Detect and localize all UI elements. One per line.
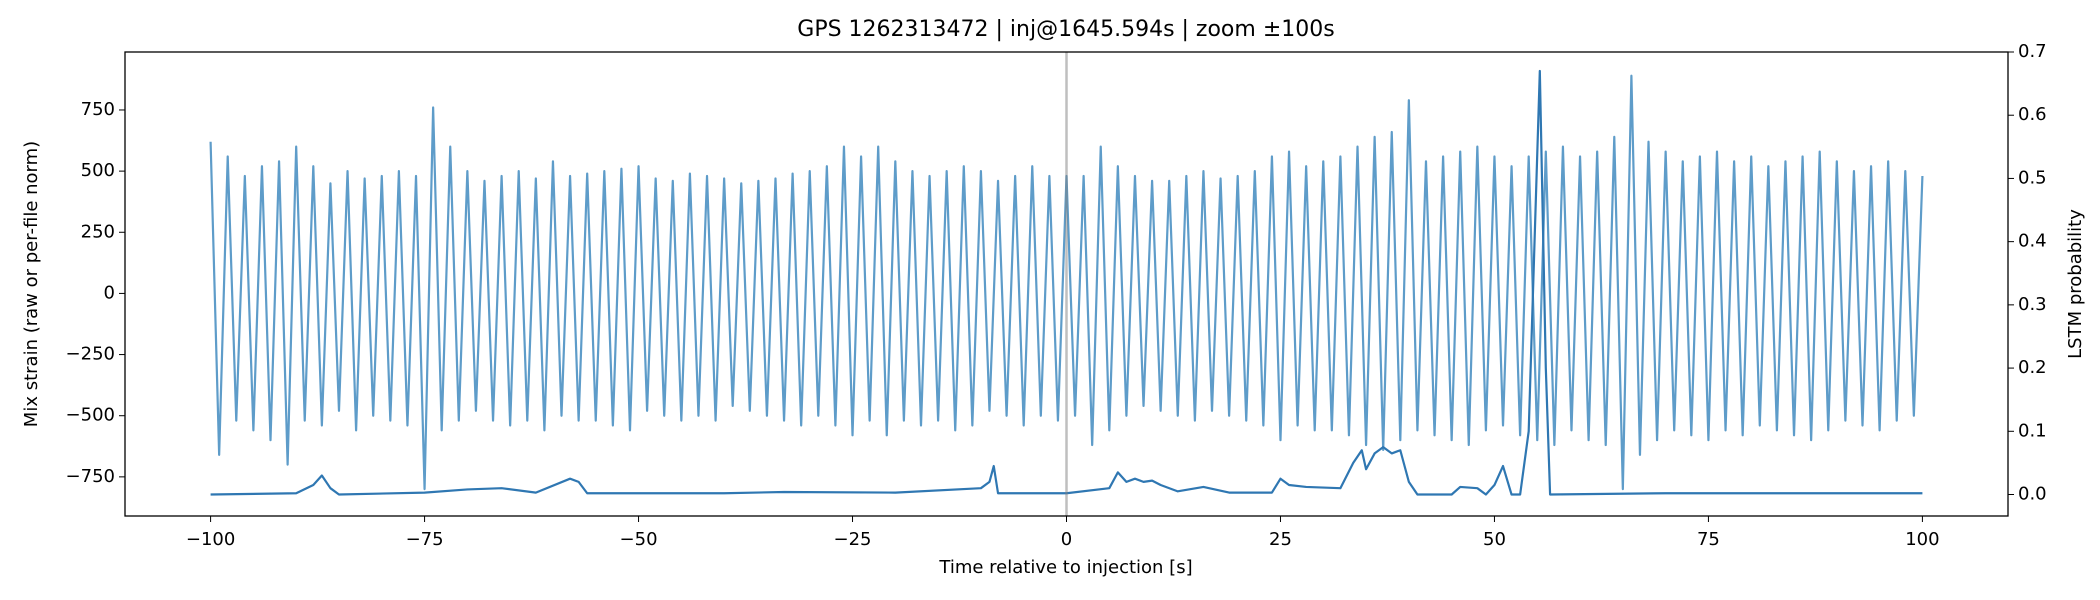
x-tick-label: −100 [186, 529, 235, 550]
x-tick-label: 75 [1697, 529, 1720, 550]
y2-tick-label: 0.4 [2018, 231, 2047, 252]
x-tick-label: −50 [620, 529, 658, 550]
y2-tick-label: 0.6 [2018, 104, 2047, 125]
y-tick-label: 750 [81, 99, 115, 120]
y2-tick-label: 0.5 [2018, 167, 2047, 188]
x-tick-label: 100 [1905, 529, 1939, 550]
y2-tick-label: 0.3 [2018, 294, 2047, 315]
y2-tick-label: 0.1 [2018, 420, 2047, 441]
x-axis-label: Time relative to injection [s] [938, 557, 1192, 578]
y-tick-label: −500 [66, 405, 115, 426]
x-tick-label: 25 [1269, 529, 1292, 550]
y-axis-label: Mix strain (raw or per-file norm) [21, 141, 42, 427]
x-tick-label: −25 [834, 529, 872, 550]
x-tick-label: −75 [406, 529, 444, 550]
y2-tick-label: 0.0 [2018, 484, 2047, 505]
y-tick-label: 0 [104, 282, 115, 303]
chart-title: GPS 1262313472 | inj@1645.594s | zoom ±1… [797, 17, 1334, 42]
y-tick-label: −750 [66, 466, 115, 487]
y2-axis-label: LSTM probability [2065, 209, 2086, 359]
x-tick-label: 50 [1483, 529, 1506, 550]
y-tick-label: 250 [81, 221, 115, 242]
y2-tick-label: 0.7 [2018, 41, 2047, 62]
y2-tick-label: 0.2 [2018, 357, 2047, 378]
probability-line [210, 69, 1923, 496]
y-tick-label: −250 [66, 344, 115, 365]
plot-frame [124, 51, 2009, 517]
x-tick-label: 0 [1061, 529, 1072, 550]
y-tick-label: 500 [81, 160, 115, 181]
